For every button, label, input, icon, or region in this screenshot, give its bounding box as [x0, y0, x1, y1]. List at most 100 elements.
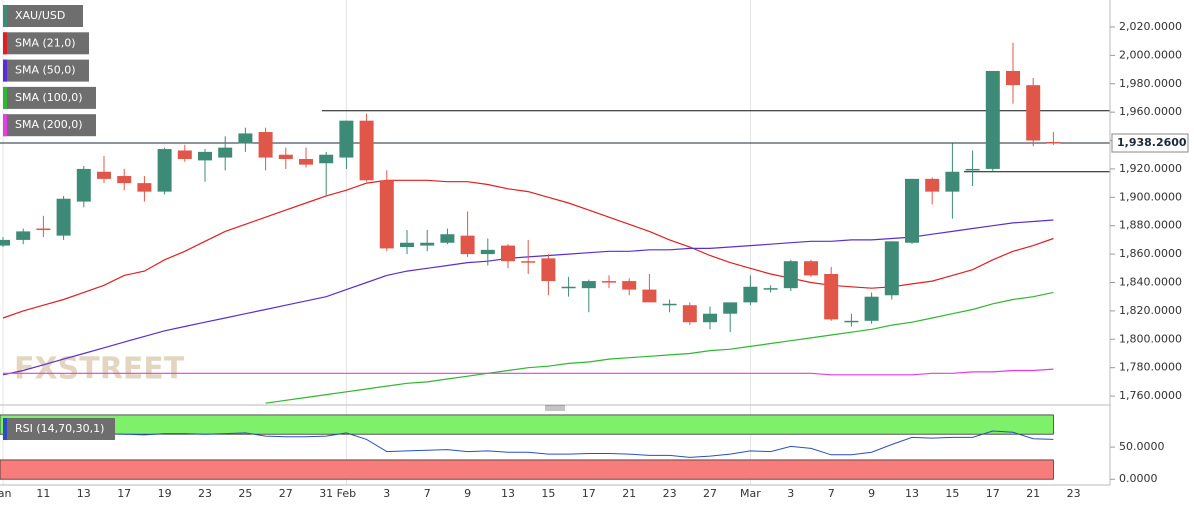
last-price-box — [1111, 133, 1189, 153]
candle-body — [97, 171, 111, 179]
x-tick-label: 15 — [945, 487, 959, 500]
candle-body — [157, 149, 172, 192]
candle-body — [783, 261, 798, 289]
y-tick-label: 1,980.0000 — [1119, 77, 1182, 90]
sma-line — [2, 179, 1054, 319]
candle-body — [76, 168, 91, 202]
legend-item[interactable]: RSI (14,70,30,1) — [3, 418, 115, 440]
panel-handle[interactable] — [545, 405, 565, 411]
candle-body — [198, 151, 212, 161]
candle-body — [218, 147, 233, 158]
candle-body — [844, 320, 859, 323]
x-tick-label: 17 — [582, 487, 596, 500]
legend-box — [3, 418, 115, 440]
candle-body — [1006, 70, 1020, 86]
candle-body — [339, 120, 354, 158]
candle-body — [662, 303, 677, 306]
y-tick-label: 50.0000 — [1119, 440, 1165, 453]
candle-body — [521, 261, 536, 263]
legend-swatch — [3, 32, 7, 55]
candle-body — [824, 273, 839, 320]
candle-body — [622, 281, 637, 290]
candle-body — [925, 178, 940, 192]
x-tick-label: Jan — [0, 487, 12, 500]
y-tick-label: 1,920.0000 — [1119, 162, 1182, 175]
candle-body — [723, 302, 738, 314]
candle-body — [541, 258, 556, 282]
legend-swatch — [3, 59, 7, 82]
x-tick-label: 3 — [383, 487, 390, 500]
candle-body — [278, 154, 293, 159]
candle-body — [1046, 141, 1061, 144]
y-tick-label: 2,000.0000 — [1119, 48, 1182, 61]
x-tick-label: 27 — [703, 487, 717, 500]
candle-body — [884, 241, 899, 296]
legend-box — [3, 59, 89, 82]
x-tick-label: 23 — [198, 487, 212, 500]
candle-body — [965, 168, 980, 171]
rsi-line — [2, 430, 1054, 458]
candle-body — [703, 313, 717, 323]
rsi-band — [0, 459, 1054, 480]
x-tick-label: 17 — [986, 487, 1000, 500]
x-tick-label: Mar — [740, 487, 761, 500]
x-tick-label: 23 — [1067, 487, 1081, 500]
legend-item[interactable]: SMA (50,0) — [3, 59, 89, 82]
x-tick-label: 23 — [663, 487, 677, 500]
legend-item[interactable]: XAU/USD — [3, 5, 83, 27]
x-tick-label: 3 — [787, 487, 794, 500]
candle-body — [56, 198, 71, 236]
y-tick-label: 1,960.0000 — [1119, 105, 1182, 118]
x-tick-label: 7 — [424, 487, 431, 500]
legend-swatch — [3, 418, 7, 440]
watermark: FXSTREET — [14, 352, 185, 387]
legend-label: SMA (50,0) — [15, 64, 76, 77]
candle-body — [117, 176, 132, 184]
candle-body — [763, 288, 778, 290]
legend-label: SMA (21,0) — [15, 36, 76, 49]
x-tick-label: 27 — [279, 487, 293, 500]
legend-item[interactable]: SMA (200,0) — [3, 114, 96, 137]
x-tick-label: 9 — [868, 487, 875, 500]
x-tick-label: 25 — [238, 487, 252, 500]
candle-body — [985, 70, 1000, 169]
last-price-label: 1,938.2600 — [1117, 136, 1187, 149]
candle-body — [682, 305, 697, 323]
candle-body — [440, 234, 455, 243]
x-tick-label: Feb — [337, 487, 356, 500]
candle-body — [642, 289, 657, 303]
candle-body — [400, 242, 414, 248]
legend-label: XAU/USD — [15, 9, 65, 22]
candle-body — [864, 296, 879, 321]
plot-layer: FXSTREET — [0, 42, 1110, 480]
legend-swatch — [3, 86, 7, 109]
y-tick-label: 1,880.0000 — [1119, 219, 1182, 232]
legend-swatch — [3, 114, 7, 137]
x-tick-label: 17 — [117, 487, 131, 500]
candle-body — [299, 158, 313, 165]
x-tick-label: 19 — [158, 487, 172, 500]
y-tick-label: 1,760.0000 — [1119, 389, 1182, 402]
x-tick-label: 9 — [464, 487, 471, 500]
legend-swatch — [3, 5, 7, 27]
candle-body — [804, 261, 818, 276]
x-tick-label: 7 — [828, 487, 835, 500]
x-tick-label: 15 — [541, 487, 555, 500]
candle-body — [238, 133, 253, 144]
candle-body — [501, 245, 515, 262]
candle-body — [420, 242, 435, 246]
legend-item[interactable]: SMA (21,0) — [3, 32, 89, 55]
candle-body — [561, 286, 576, 289]
legend-item[interactable]: SMA (100,0) — [3, 86, 96, 109]
legend-box — [3, 114, 96, 137]
candle-body — [319, 154, 334, 164]
y-tick-label: 1,780.0000 — [1119, 361, 1182, 374]
legend-box — [3, 32, 89, 55]
legend-label: SMA (200,0) — [15, 118, 83, 131]
candle-body — [905, 178, 919, 243]
sma-line — [3, 368, 1054, 376]
x-tick-label: 31 — [319, 487, 333, 500]
candle-body — [177, 150, 192, 159]
candle-body — [480, 249, 495, 255]
